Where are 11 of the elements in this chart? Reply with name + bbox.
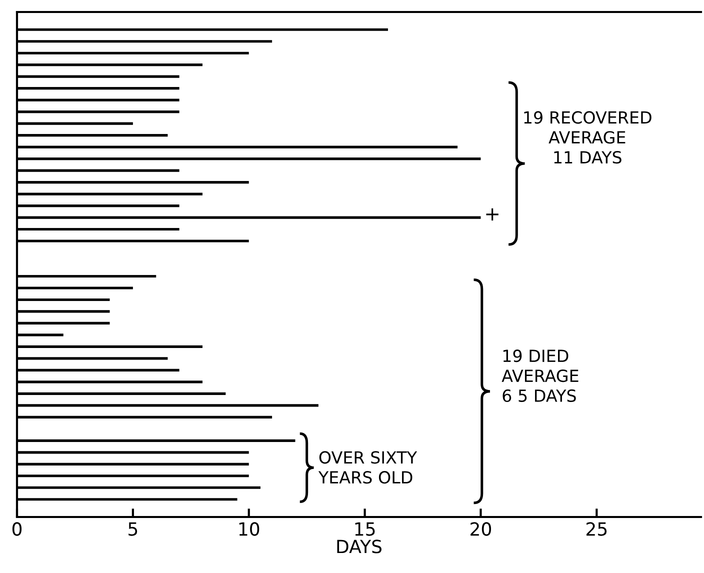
x-tick-label: 0 (12, 522, 22, 536)
x-tick-label: 15 (355, 522, 375, 536)
annotation: OVER SIXTY YEARS OLD (318, 451, 418, 484)
annotation: 19 DIED AVERAGE 6 5 DAYS (502, 350, 578, 402)
x-tick-label: 10 (239, 522, 260, 536)
annotation: 19 RECOVERED AVERAGE 11 DAYS (524, 111, 652, 164)
x-tick-label: 25 (586, 522, 607, 536)
x-tick-label: 5 (128, 522, 138, 536)
annotation: + (486, 208, 498, 221)
x-tick-label: 20 (470, 522, 492, 536)
x-axis-title: DAYS (337, 540, 382, 554)
